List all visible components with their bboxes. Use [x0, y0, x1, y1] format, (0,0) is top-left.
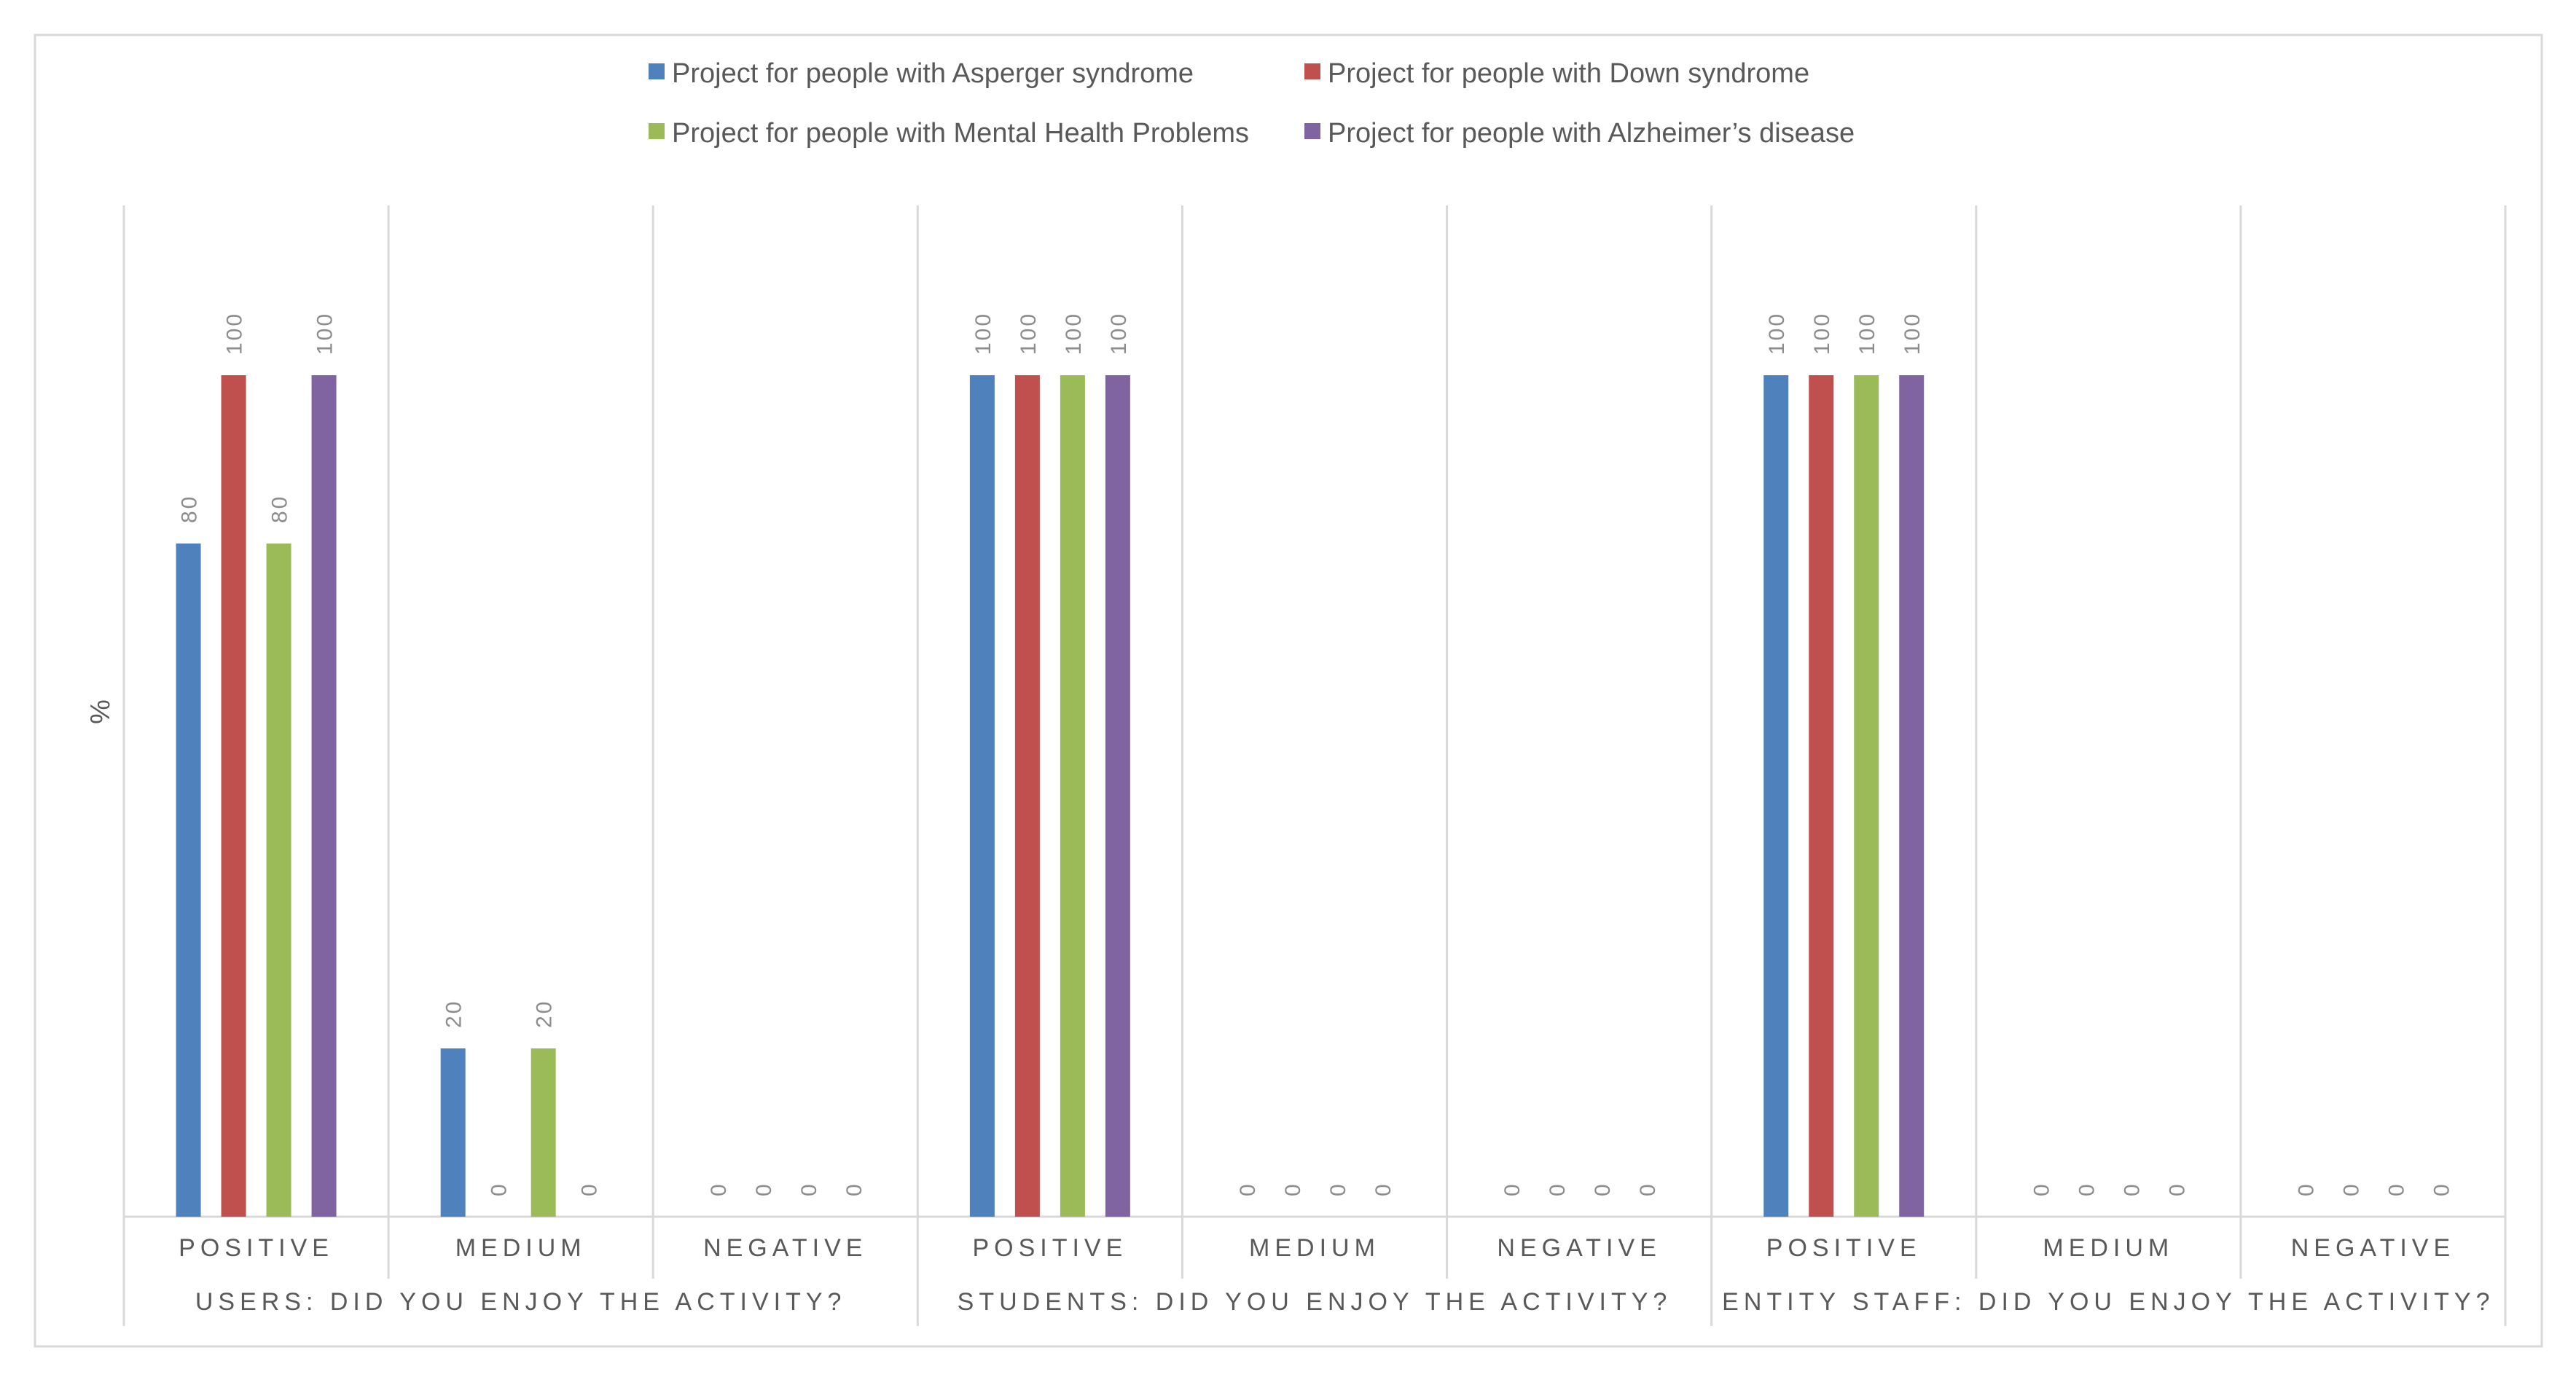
value-label: 0	[752, 1182, 776, 1196]
legend-entry: Project for people with Mental Health Pr…	[672, 118, 1249, 149]
category-label: MEDIUM	[1249, 1234, 1380, 1262]
bar-1-2-3	[531, 1048, 556, 1217]
bar-2-1-4	[1105, 375, 1130, 1217]
value-label: 0	[1636, 1182, 1660, 1196]
bar-3-1-4	[1899, 375, 1925, 1217]
value-label: 0	[2029, 1182, 2054, 1196]
bar-3-1-1	[1763, 375, 1789, 1217]
legend-swatch	[1304, 123, 1320, 139]
value-label: 100	[971, 312, 995, 355]
value-label: 0	[1236, 1182, 1260, 1196]
value-label: 20	[533, 1000, 557, 1028]
category-label: NEGATIVE	[2291, 1234, 2455, 1262]
value-label: 80	[268, 495, 292, 523]
bar-1-1-3	[266, 544, 291, 1217]
value-label: 80	[178, 495, 202, 523]
value-label: 0	[1546, 1182, 1570, 1196]
legend-entry: Project for people with Down syndrome	[1328, 58, 1809, 89]
value-label: 0	[2165, 1182, 2189, 1196]
value-label: 100	[223, 312, 247, 355]
bar-1-1-1	[176, 544, 201, 1217]
value-label: 100	[1062, 312, 1086, 355]
legend-entry: Project for people with Asperger syndrom…	[672, 58, 1194, 89]
category-label: NEGATIVE	[1497, 1234, 1661, 1262]
legend-entry: Project for people with Alzheimer’s dise…	[1328, 118, 1855, 149]
bar-2-1-3	[1060, 375, 1085, 1217]
group-label: ENTITY STAFF: DID YOU ENJOY THE ACTIVITY…	[1722, 1288, 2494, 1316]
value-label: 0	[842, 1182, 866, 1196]
value-label: 100	[313, 312, 337, 355]
category-label: POSITIVE	[1766, 1234, 1922, 1262]
bar-2-1-2	[1014, 375, 1040, 1217]
category-label: POSITIVE	[179, 1234, 334, 1262]
value-label: 0	[797, 1182, 821, 1196]
bar-1-1-2	[221, 375, 246, 1217]
legend-swatch	[649, 63, 665, 79]
value-label: 100	[1900, 312, 1925, 355]
legend-swatch	[1304, 63, 1320, 79]
value-label: 0	[1500, 1182, 1524, 1196]
value-label: 0	[2294, 1182, 2318, 1196]
bar-2-1-1	[969, 375, 995, 1217]
bar-3-1-3	[1854, 375, 1879, 1217]
category-label: MEDIUM	[2043, 1234, 2174, 1262]
value-label: 0	[2384, 1182, 2408, 1196]
value-label: 0	[2339, 1182, 2363, 1196]
legend-swatch	[649, 123, 665, 139]
value-label: 0	[2120, 1182, 2144, 1196]
value-label: 0	[1326, 1182, 1350, 1196]
group-label: USERS: DID YOU ENJOY THE ACTIVITY?	[195, 1288, 847, 1316]
value-label: 0	[1281, 1182, 1305, 1196]
chart-border	[34, 34, 2543, 1348]
value-label: 0	[488, 1182, 512, 1196]
value-label: 0	[578, 1182, 602, 1196]
value-label: 0	[1371, 1182, 1395, 1196]
value-label: 100	[1017, 312, 1041, 355]
value-label: 100	[1855, 312, 1879, 355]
bar-1-1-4	[311, 375, 337, 1217]
y-axis-label: %	[85, 699, 116, 724]
value-label: 20	[442, 1000, 466, 1028]
value-label: 0	[1591, 1182, 1615, 1196]
value-label: 100	[1765, 312, 1789, 355]
category-label: POSITIVE	[972, 1234, 1127, 1262]
value-label: 100	[1107, 312, 1131, 355]
category-label: NEGATIVE	[703, 1234, 867, 1262]
value-label: 0	[2075, 1182, 2099, 1196]
value-label: 0	[2430, 1182, 2454, 1196]
bar-1-2-1	[440, 1048, 466, 1217]
value-label: 100	[1810, 312, 1834, 355]
bar-3-1-2	[1809, 375, 1834, 1217]
value-label: 0	[707, 1182, 731, 1196]
category-label: MEDIUM	[455, 1234, 587, 1262]
group-label: STUDENTS: DID YOU ENJOY THE ACTIVITY?	[958, 1288, 1672, 1316]
